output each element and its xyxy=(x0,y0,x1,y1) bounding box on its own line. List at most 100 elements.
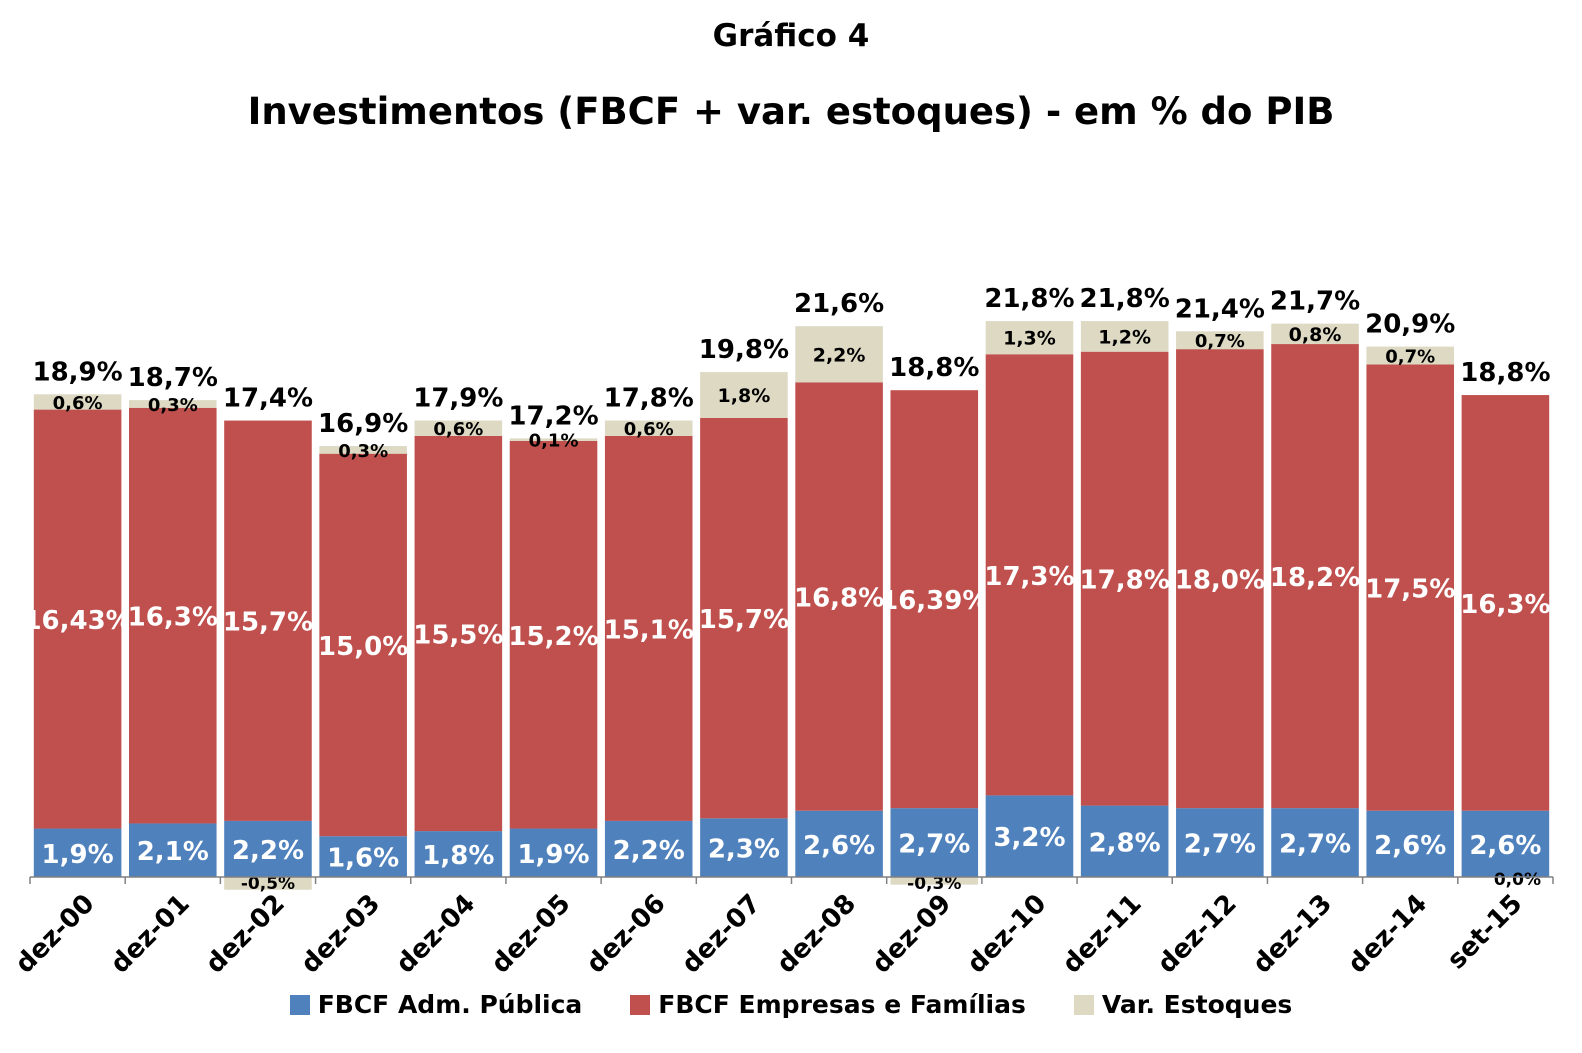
data-label-adm-publica: 1,6% xyxy=(327,844,399,874)
data-label-estoques: -0,5% xyxy=(241,874,295,894)
data-label-adm-publica: 2,8% xyxy=(1089,828,1161,858)
data-label-empresas: 16,43% xyxy=(23,606,131,636)
bar-estoques-dez-11 xyxy=(1080,321,1169,352)
bar-estoques-dez-07 xyxy=(700,372,788,418)
total-label: 17,8% xyxy=(604,384,694,414)
data-label-estoques: 1,8% xyxy=(718,385,771,407)
data-label-adm-publica: 2,7% xyxy=(1279,830,1351,860)
bar-adm-publica-dez-09 xyxy=(890,808,979,877)
bar-adm-publica-dez-01 xyxy=(128,823,217,877)
data-label-estoques: 0,6% xyxy=(624,419,674,440)
bar-estoques-dez-06 xyxy=(604,420,693,436)
data-label-empresas: 15,1% xyxy=(604,615,694,645)
data-label-estoques: 0,6% xyxy=(53,393,103,414)
data-label-estoques: 0,7% xyxy=(1385,347,1435,368)
bar-empresas-dez-12 xyxy=(1176,349,1264,809)
bar-adm-publica-set-15 xyxy=(1461,810,1550,877)
bar-estoques-dez-05 xyxy=(509,438,598,441)
data-label-empresas: 16,3% xyxy=(128,603,218,633)
data-label-empresas: 16,39% xyxy=(880,586,988,616)
bar-estoques-dez-13 xyxy=(1271,323,1359,345)
bar-empresas-dez-14 xyxy=(1366,364,1455,811)
bar-adm-publica-dez-03 xyxy=(319,836,407,877)
data-label-adm-publica: 2,2% xyxy=(613,836,685,866)
legend-swatch-var-estoques xyxy=(1073,994,1094,1015)
bar-empresas-dez-05 xyxy=(509,440,598,829)
bar-empresas-dez-07 xyxy=(700,418,788,819)
x-tick-label: dez-09 xyxy=(866,889,957,980)
bar-adm-publica-dez-10 xyxy=(985,795,1074,877)
data-label-empresas: 17,5% xyxy=(1365,575,1455,605)
bar-empresas-dez-00 xyxy=(33,409,122,829)
data-label-empresas: 16,3% xyxy=(1460,590,1550,620)
total-label: 18,8% xyxy=(1460,358,1550,388)
data-label-estoques: 0,3% xyxy=(338,441,388,462)
data-label-adm-publica: 2,6% xyxy=(803,831,875,861)
bar-adm-publica-dez-05 xyxy=(509,828,598,877)
bar-adm-publica-dez-08 xyxy=(795,810,883,877)
data-label-empresas: 16,8% xyxy=(794,584,884,614)
x-tick-label: dez-05 xyxy=(486,889,577,980)
bar-empresas-dez-03 xyxy=(319,453,407,837)
total-label: 21,7% xyxy=(1270,287,1360,317)
bar-adm-publica-dez-13 xyxy=(1271,808,1359,877)
total-label: 17,2% xyxy=(508,401,598,431)
data-label-estoques: 0,6% xyxy=(433,419,483,440)
data-label-adm-publica: 2,2% xyxy=(232,836,304,866)
data-label-empresas: 17,3% xyxy=(984,562,1074,592)
x-tick-label: dez-13 xyxy=(1247,889,1338,980)
legend-swatch-empresas-familias xyxy=(630,994,651,1015)
bar-empresas-dez-09 xyxy=(890,390,979,809)
total-label: 17,4% xyxy=(223,384,313,414)
bar-adm-publica-dez-06 xyxy=(604,820,693,877)
data-label-adm-publica: 2,6% xyxy=(1374,831,1446,861)
total-label: 18,7% xyxy=(128,363,218,393)
bar-empresas-dez-08 xyxy=(795,382,883,811)
data-label-estoques: 1,2% xyxy=(1098,326,1151,348)
total-label: 20,9% xyxy=(1365,310,1455,340)
x-tick-label: dez-06 xyxy=(581,889,672,980)
bar-empresas-dez-10 xyxy=(985,354,1074,796)
x-tick-label: dez-11 xyxy=(1057,889,1148,980)
bar-empresas-dez-01 xyxy=(128,407,217,824)
x-tick-label: dez-12 xyxy=(1152,889,1243,980)
total-label: 19,8% xyxy=(699,335,789,365)
data-label-empresas: 15,0% xyxy=(318,632,408,662)
x-tick-label: dez-03 xyxy=(295,889,386,980)
legend-item-empresas-familias: FBCF Empresas e Famílias xyxy=(630,990,1026,1019)
data-label-empresas: 18,2% xyxy=(1270,563,1360,593)
data-label-empresas: 17,8% xyxy=(1080,566,1170,596)
data-label-adm-publica: 2,3% xyxy=(708,835,780,865)
data-label-estoques: -0,3% xyxy=(907,874,961,894)
bar-estoques-dez-04 xyxy=(414,420,503,436)
bar-estoques-dez-08 xyxy=(795,326,883,383)
data-label-empresas: 18,0% xyxy=(1175,566,1265,596)
total-label: 17,9% xyxy=(413,384,503,414)
x-tick-label: dez-00 xyxy=(10,889,101,980)
legend-item-adm-publica: FBCF Adm. Pública xyxy=(289,990,582,1019)
bar-adm-publica-dez-02 xyxy=(224,820,312,877)
bar-empresas-dez-06 xyxy=(604,435,693,821)
legend-label-var-estoques: Var. Estoques xyxy=(1101,990,1293,1019)
bar-empresas-dez-04 xyxy=(414,435,503,832)
data-label-estoques: 0,0% xyxy=(1494,870,1541,890)
x-tick-label: dez-07 xyxy=(676,889,767,980)
data-label-adm-publica: 2,6% xyxy=(1469,831,1541,861)
chart-title: Gráfico 4 xyxy=(712,18,870,54)
data-label-empresas: 15,7% xyxy=(223,608,313,638)
bar-adm-publica-dez-07 xyxy=(700,818,788,877)
data-label-adm-publica: 2,7% xyxy=(1184,830,1256,860)
x-tick-label: dez-04 xyxy=(391,889,482,980)
data-label-adm-publica: 1,9% xyxy=(517,840,589,870)
chart-subtitle: Investimentos (FBCF + var. estoques) - e… xyxy=(247,90,1335,133)
data-label-estoques: 0,7% xyxy=(1195,331,1245,352)
data-label-adm-publica: 2,1% xyxy=(137,837,209,867)
legend-item-var-estoques: Var. Estoques xyxy=(1073,990,1293,1019)
total-label: 21,8% xyxy=(1080,284,1170,314)
data-label-estoques: 1,3% xyxy=(1003,328,1056,350)
data-label-empresas: 15,2% xyxy=(508,622,598,652)
total-label: 21,6% xyxy=(794,289,884,319)
x-tick-label: dez-14 xyxy=(1342,889,1433,980)
data-label-estoques: 0,1% xyxy=(529,431,579,452)
